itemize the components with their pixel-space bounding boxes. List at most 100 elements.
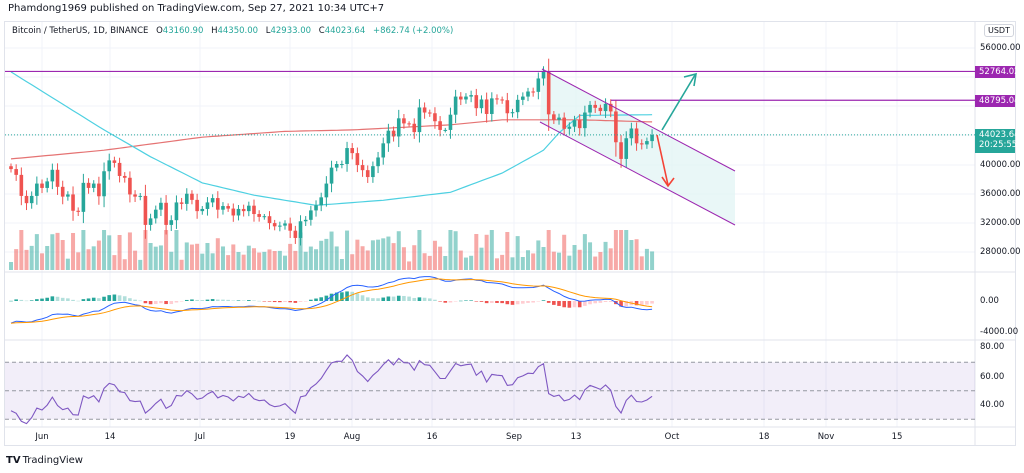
volume-bar xyxy=(650,251,655,270)
volume-bar xyxy=(469,255,474,270)
volume-bar xyxy=(288,243,293,270)
candle-body xyxy=(505,100,510,114)
macd-histogram-bar xyxy=(309,299,313,301)
volume-bar xyxy=(122,259,127,270)
volume-bar xyxy=(500,254,505,270)
macd-histogram-bar xyxy=(272,301,277,303)
candle-body xyxy=(76,210,81,212)
volume-bar xyxy=(158,245,163,270)
volume-bar xyxy=(619,230,624,270)
date-tick: Jun xyxy=(35,432,49,442)
macd-histogram-bar xyxy=(443,301,448,303)
macd-tick: 0.00 xyxy=(980,296,999,306)
volume-bar xyxy=(603,241,608,270)
candle-body xyxy=(593,104,598,108)
candle-body xyxy=(143,195,148,225)
open-label: O xyxy=(156,26,163,36)
publisher-header: Phamdong1969 published on TradingView.co… xyxy=(8,3,385,14)
currency-button[interactable]: USDT xyxy=(984,24,1014,37)
candle-body xyxy=(458,96,463,100)
volume-bar xyxy=(9,262,13,270)
macd-histogram-bar xyxy=(200,300,205,301)
volume-bar xyxy=(324,238,329,270)
macd-histogram-bar xyxy=(164,301,168,305)
ma-fast-line xyxy=(10,71,653,206)
volume-bar xyxy=(494,258,499,270)
price-tick: 36000.00 xyxy=(980,189,1021,199)
candle-body xyxy=(66,194,70,197)
volume-bar xyxy=(210,253,215,270)
macd-histogram-bar xyxy=(190,299,194,301)
volume-bar xyxy=(86,249,91,270)
volume-bar xyxy=(432,240,437,270)
bearish-arrow-head-icon xyxy=(661,176,675,188)
candle-body xyxy=(262,216,267,218)
candle-body xyxy=(102,171,106,197)
volume-bar xyxy=(427,255,432,270)
macd-histogram-bar xyxy=(60,297,65,301)
symbol-title[interactable]: Bitcoin / TetherUS, 1D, BINANCE xyxy=(12,26,149,36)
date-tick: 14 xyxy=(104,432,116,442)
candle-body xyxy=(464,96,468,100)
volume-bar xyxy=(133,250,138,270)
candle-body xyxy=(309,210,313,220)
macd-histogram-bar xyxy=(381,297,386,301)
macd-histogram-bar xyxy=(221,299,225,301)
macd-histogram-bar xyxy=(159,301,163,304)
volume-bar xyxy=(376,239,381,270)
volume-bar xyxy=(438,246,443,270)
macd-histogram-bar xyxy=(510,301,515,305)
channel-fill xyxy=(540,69,735,225)
volume-bar xyxy=(412,245,417,270)
volume-bar xyxy=(189,244,194,270)
candle-body xyxy=(247,205,251,212)
macd-histogram-bar xyxy=(484,301,489,304)
macd-histogram-bar xyxy=(226,299,230,301)
macd-histogram-bar xyxy=(448,301,453,303)
macd-histogram-bar xyxy=(386,296,391,301)
macd-histogram-bar xyxy=(427,298,432,301)
candle-body xyxy=(288,223,292,231)
candle-body xyxy=(153,209,158,219)
candle-body xyxy=(557,117,561,120)
candle-body xyxy=(164,202,168,225)
macd-histogram-bar xyxy=(9,300,13,302)
macd-histogram-bar xyxy=(536,301,541,302)
volume-bar xyxy=(314,249,319,270)
volume-bar xyxy=(634,239,639,270)
rsi-line xyxy=(10,354,653,425)
candle-body xyxy=(629,128,634,139)
volume-bar xyxy=(164,230,169,270)
candle-body xyxy=(9,166,13,170)
candle-body xyxy=(81,182,86,212)
volume-bar xyxy=(283,255,288,270)
tradingview-logo[interactable]: TV TradingView xyxy=(6,455,83,466)
candle-body xyxy=(55,169,60,187)
candle-body xyxy=(552,114,556,120)
macd-histogram-bar xyxy=(650,301,654,304)
candle-body xyxy=(169,220,174,225)
macd-histogram-bar xyxy=(179,301,184,302)
chart-frame xyxy=(4,21,1016,446)
candle-body xyxy=(107,160,112,172)
macd-histogram-bar xyxy=(298,301,303,302)
volume-bar xyxy=(639,256,644,270)
macd-histogram-bar xyxy=(365,297,370,301)
volume-bar xyxy=(117,235,122,270)
bearish-arrow-icon xyxy=(656,134,669,186)
candle-body xyxy=(19,174,24,196)
bar-countdown: 20:25:55 xyxy=(979,140,1018,150)
date-tick: Sep xyxy=(505,432,523,442)
volume-bar xyxy=(303,251,308,270)
price-tick: 56000.00 xyxy=(980,43,1021,53)
candle-body xyxy=(133,194,137,197)
macd-histogram-bar xyxy=(495,301,499,303)
macd-histogram-bar xyxy=(412,297,417,301)
volume-bar xyxy=(220,246,225,270)
candle-body xyxy=(35,183,39,196)
macd-histogram-bar xyxy=(391,296,396,301)
macd-histogram-bar xyxy=(24,300,29,302)
volume-bar xyxy=(319,240,324,270)
candle-body xyxy=(267,216,272,224)
